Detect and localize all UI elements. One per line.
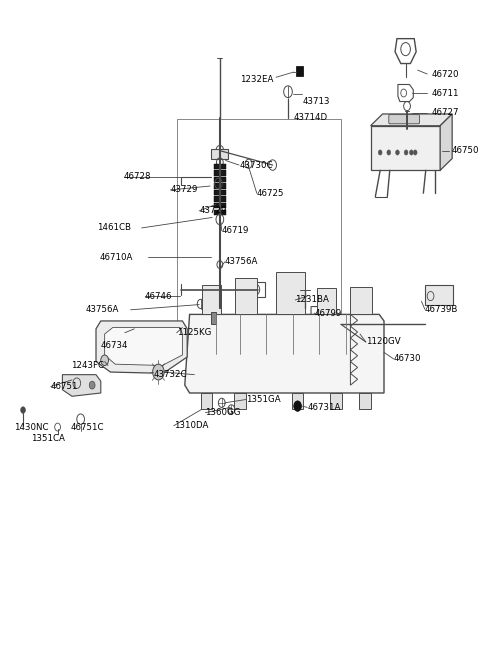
Bar: [214, 164, 226, 169]
Text: 1310DA: 1310DA: [174, 421, 208, 430]
Text: 43729: 43729: [170, 185, 198, 195]
Bar: [246, 282, 265, 297]
Text: 46746: 46746: [145, 291, 172, 301]
Bar: [214, 183, 226, 189]
Text: 1430NC: 1430NC: [14, 422, 49, 432]
Text: 1125KG: 1125KG: [177, 328, 211, 337]
Bar: [350, 287, 372, 314]
Text: 1120GV: 1120GV: [366, 337, 400, 346]
Bar: [214, 203, 226, 208]
Bar: [317, 288, 336, 314]
Text: 1232EA: 1232EA: [240, 75, 274, 84]
Bar: [214, 190, 226, 195]
Bar: [425, 285, 453, 305]
Text: 1360GG: 1360GG: [205, 408, 241, 417]
Text: 46731A: 46731A: [307, 403, 341, 412]
Bar: [330, 393, 342, 409]
Bar: [234, 393, 246, 409]
Text: 46719: 46719: [222, 226, 249, 235]
Polygon shape: [371, 114, 452, 126]
Bar: [214, 170, 226, 176]
Bar: [276, 272, 305, 314]
Text: 1351CA: 1351CA: [31, 434, 65, 443]
Bar: [214, 196, 226, 202]
Text: 46750: 46750: [451, 146, 479, 155]
Text: 46710A: 46710A: [100, 253, 133, 262]
Bar: [214, 177, 226, 182]
FancyBboxPatch shape: [389, 115, 420, 124]
Bar: [296, 66, 303, 76]
Text: 1231BA: 1231BA: [295, 295, 329, 305]
Text: 46725: 46725: [257, 189, 284, 198]
Text: 46730: 46730: [394, 354, 421, 364]
Circle shape: [294, 401, 301, 411]
Bar: [211, 149, 228, 159]
Text: 46751: 46751: [51, 382, 78, 391]
Bar: [292, 393, 303, 409]
Circle shape: [153, 364, 164, 380]
Text: 43756A: 43756A: [225, 257, 258, 267]
Text: 46799: 46799: [314, 309, 342, 318]
Circle shape: [101, 355, 108, 365]
Text: 43713: 43713: [302, 97, 330, 106]
Bar: [235, 278, 257, 314]
Polygon shape: [96, 321, 187, 373]
Text: 43732C: 43732C: [154, 370, 187, 379]
Text: 46720: 46720: [432, 69, 459, 79]
Circle shape: [387, 150, 391, 155]
Text: 1461CB: 1461CB: [97, 223, 131, 233]
Text: 43730C: 43730C: [240, 160, 274, 170]
Text: 43714D: 43714D: [294, 113, 328, 122]
Text: 46711: 46711: [432, 88, 459, 98]
Polygon shape: [105, 328, 182, 365]
Circle shape: [404, 150, 408, 155]
Bar: [211, 312, 216, 324]
Text: 46739B: 46739B: [425, 305, 458, 314]
Text: 46734: 46734: [101, 341, 128, 350]
Polygon shape: [440, 114, 452, 170]
Text: 46727: 46727: [432, 108, 459, 117]
Text: 1243FC: 1243FC: [71, 361, 104, 370]
Circle shape: [378, 150, 382, 155]
Bar: [214, 210, 226, 215]
Text: 43756A: 43756A: [85, 305, 119, 314]
Circle shape: [409, 150, 413, 155]
Bar: [201, 393, 212, 409]
Text: 43729: 43729: [199, 206, 227, 215]
Text: 1351GA: 1351GA: [246, 395, 280, 404]
Text: 46728: 46728: [124, 172, 151, 181]
Text: 46751C: 46751C: [71, 422, 105, 432]
Polygon shape: [185, 314, 384, 393]
Circle shape: [396, 150, 399, 155]
Bar: [202, 285, 221, 314]
Bar: [371, 126, 440, 170]
Circle shape: [413, 150, 417, 155]
Circle shape: [21, 407, 25, 413]
Polygon shape: [62, 375, 101, 396]
Circle shape: [89, 381, 95, 389]
Bar: [359, 393, 371, 409]
